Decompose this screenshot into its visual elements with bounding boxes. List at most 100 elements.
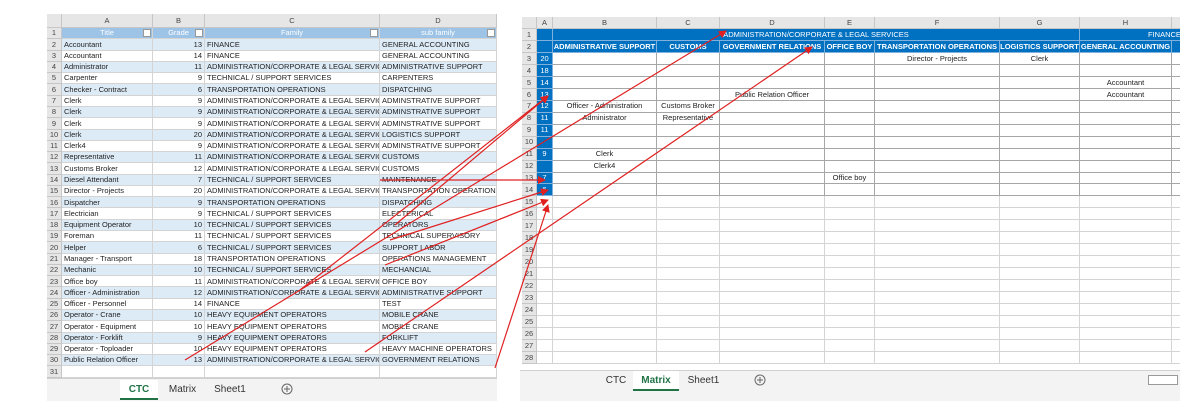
cell: ADMINISTRATION/CORPORATE & LEGAL SERVICE… <box>205 185 380 198</box>
cell: GENERAL ACCOUNTING <box>380 39 497 51</box>
cell <box>825 148 875 161</box>
cell <box>657 172 720 185</box>
cell: MAINTENANCE <box>380 174 497 186</box>
cell: TEST <box>380 298 497 310</box>
cell <box>825 292 875 305</box>
column-letter: C <box>657 17 720 29</box>
cell <box>1080 172 1172 185</box>
add-sheet-button[interactable] <box>752 371 768 389</box>
cell: FORKLIFT <box>380 332 497 344</box>
cell <box>1000 88 1080 101</box>
cell <box>875 184 1000 197</box>
cell <box>875 292 1000 305</box>
sheet-tab[interactable]: Matrix <box>168 383 197 395</box>
cell: Accountant <box>62 50 153 62</box>
cell <box>657 232 720 245</box>
cell <box>1080 124 1172 137</box>
cell <box>553 88 657 101</box>
cell <box>553 256 657 269</box>
cell: ADMINISTRATION/CORPORATE & LEGAL SERVICE… <box>205 152 380 164</box>
header-cell <box>1172 40 1180 53</box>
grade-cell: 11 <box>537 112 553 125</box>
cell <box>553 268 657 281</box>
cell <box>1000 351 1080 364</box>
cell: GOVERNMENT RELATIONS <box>380 355 497 367</box>
column-letter: B <box>153 14 205 28</box>
row-number: 10 <box>47 129 62 141</box>
sheet-tab[interactable]: Matrix <box>633 371 679 391</box>
cell <box>62 366 153 378</box>
cell: DISPATCHING <box>380 197 497 209</box>
row-number: 16 <box>522 208 537 221</box>
cell: Operator - Toploader <box>62 343 153 356</box>
cell: Accountant <box>1080 88 1172 101</box>
left-window: A B C D 1 Title Grade Family sub family 2 Accounta… <box>47 0 500 401</box>
column-letter: D <box>720 17 825 29</box>
sheet-tab[interactable]: CTC <box>605 374 627 386</box>
cell <box>657 124 720 137</box>
cell <box>1080 232 1172 245</box>
header-cell: ADMINISTRATIVE SUPPORT <box>553 40 657 53</box>
filter-button[interactable] <box>195 29 203 37</box>
cell: OPERATORS <box>380 219 497 232</box>
cell <box>657 280 720 293</box>
grade-cell <box>537 136 553 149</box>
row-number: 25 <box>522 316 537 328</box>
cell: Representative <box>62 152 153 164</box>
filter-button[interactable] <box>143 29 151 37</box>
cell <box>1080 136 1172 149</box>
column-letter: H <box>1080 17 1172 29</box>
cell <box>875 172 1000 185</box>
filter-button[interactable] <box>370 29 378 37</box>
cell <box>720 232 825 245</box>
cell <box>657 220 720 233</box>
cell <box>1000 232 1080 245</box>
row-number: 14 <box>522 184 537 197</box>
filter-button[interactable] <box>487 29 495 37</box>
row-number: 13 <box>47 163 62 175</box>
cell <box>657 256 720 269</box>
row-number: 11 <box>522 148 537 161</box>
cell <box>657 328 720 340</box>
cell: 10 <box>153 264 205 277</box>
grade-cell <box>537 339 553 352</box>
header-cell: TRANSPORTATION OPERATIONS <box>875 40 1000 53</box>
cell <box>875 339 1000 352</box>
cell <box>1000 220 1080 233</box>
cell: Foreman <box>62 231 153 243</box>
cell <box>1080 292 1172 305</box>
row-number: 29 <box>47 343 62 356</box>
cell <box>1172 292 1180 305</box>
cell <box>553 232 657 245</box>
add-sheet-button[interactable] <box>279 380 295 398</box>
cell: TECHNICAL / SUPPORT SERVICES <box>205 264 380 277</box>
cell <box>825 112 875 125</box>
cell <box>720 160 825 173</box>
cell <box>720 196 825 209</box>
cell <box>720 292 825 305</box>
cell <box>825 268 875 281</box>
cell <box>1080 316 1172 328</box>
row-number: 2 <box>522 40 537 53</box>
cell: ADMINISTRATION/CORPORATE & LEGAL SERVICE… <box>205 106 380 119</box>
cell: Accountant <box>62 39 153 51</box>
row-number: 19 <box>522 244 537 257</box>
cell: MOBILE CRANE <box>380 310 497 322</box>
cell <box>553 339 657 352</box>
cell: Dispatcher <box>62 197 153 209</box>
cell <box>1172 173 1180 185</box>
horizontal-scrollbar[interactable] <box>1148 375 1178 385</box>
cell: TECHNICAL / SUPPORT SERVICES <box>205 174 380 186</box>
cell: 9 <box>153 208 205 220</box>
row-number: 17 <box>47 208 62 220</box>
sheet-tab[interactable]: CTC <box>120 380 158 400</box>
corner <box>47 14 62 28</box>
cell: 10 <box>153 321 205 333</box>
sheet-tab[interactable]: Sheet1 <box>687 374 720 386</box>
row-number: 24 <box>47 287 62 299</box>
cell <box>825 52 875 65</box>
sheet-tab[interactable]: Sheet1 <box>214 383 246 395</box>
header-cell <box>537 40 553 53</box>
cell: HEAVY EQUIPMENT OPERATORS <box>205 343 380 356</box>
cell: Mechanic <box>62 264 153 277</box>
